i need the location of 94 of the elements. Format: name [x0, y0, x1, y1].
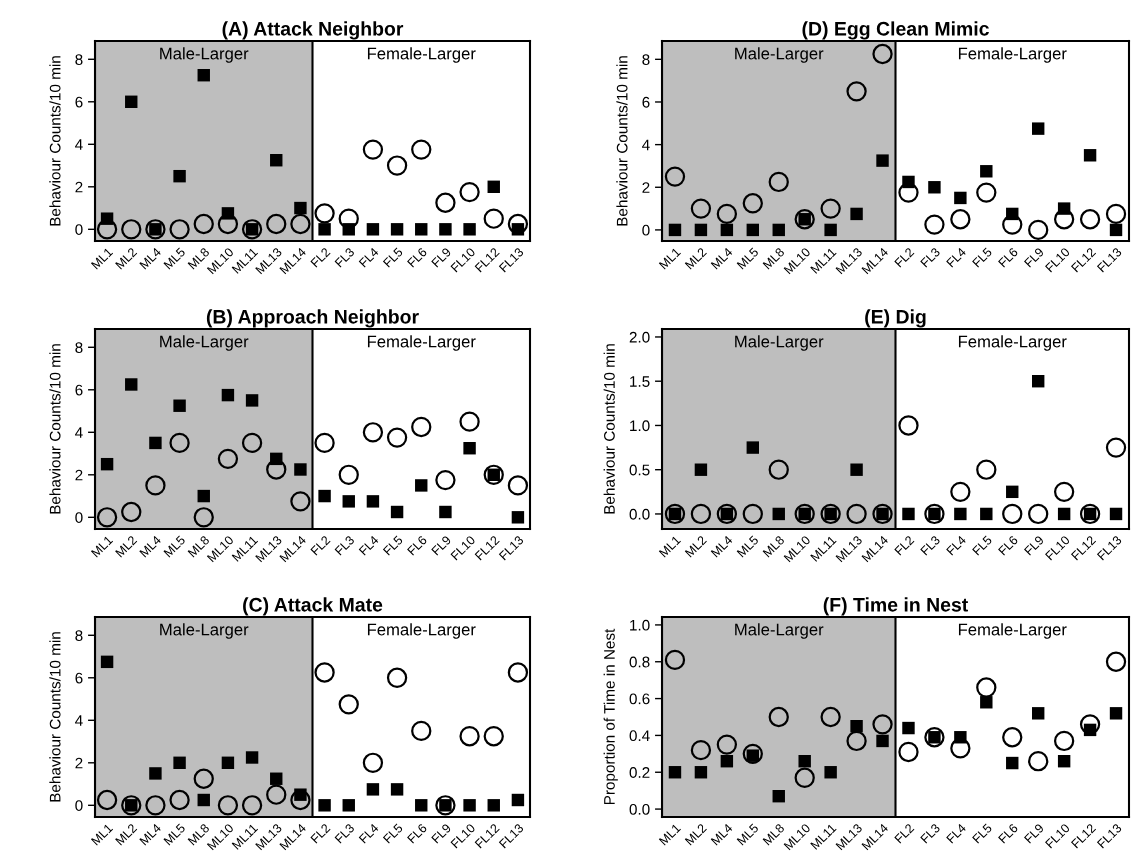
y-tick-label: 0	[75, 512, 83, 523]
y-tick-label: 0	[75, 800, 83, 811]
x-tick-label: FL5	[972, 247, 993, 268]
y-axis-title: Behaviour Counts/10 min	[49, 56, 61, 226]
x-tick-label: ML1	[658, 247, 681, 270]
y-tick-label: 2	[75, 757, 83, 769]
y-tick-label: 1.0	[630, 619, 650, 631]
y-tick-label: 0.0	[629, 803, 650, 815]
y-tick-label: 1.0	[630, 420, 650, 432]
y-axis-title: Behaviour Counts/10 min	[49, 344, 61, 514]
x-tick-label: FL3	[920, 823, 941, 844]
x-tick-label: FL3	[334, 823, 355, 844]
x-tick-label: FL6	[997, 823, 1019, 844]
y-axis-title: Behaviour Counts/10 min	[49, 632, 61, 802]
y-tick-label: 1.5	[630, 376, 650, 387]
annotation: Female-Larger	[958, 47, 1067, 63]
x-tick-label: ML1	[90, 247, 114, 270]
y-tick-label: 2.0	[629, 331, 650, 343]
band-label: Male-Larger	[160, 47, 249, 63]
y-tick-label: 0.2	[629, 767, 650, 778]
y-axis-title: Behaviour Counts/10 min	[603, 344, 615, 514]
x-tick-label: FL9	[1023, 535, 1045, 556]
y-tick-label: 0.5	[629, 464, 650, 476]
x-tick-label: FL3	[334, 535, 355, 556]
annotation: Female-Larger	[367, 47, 476, 63]
y-tick-label: 4	[75, 715, 83, 726]
x-tick-label: ML1	[90, 535, 114, 558]
x-tick-label: FL9	[1023, 247, 1045, 268]
x-tick-label: FL9	[1023, 823, 1045, 844]
annotation: Female-Larger	[367, 335, 476, 351]
x-tick-label: FL4	[358, 823, 380, 844]
x-tick-label: FL6	[997, 247, 1019, 268]
y-tick-label: 0	[75, 224, 83, 235]
y-tick-label: 4	[75, 139, 83, 150]
x-tick-label: FL3	[334, 247, 355, 268]
x-tick-label: FL5	[972, 823, 993, 844]
x-tick-label: FL6	[406, 823, 428, 844]
x-tick-label: FL4	[946, 535, 967, 556]
chart-title: (F) Time in Nest	[823, 597, 969, 616]
y-tick-label: 0.0	[629, 508, 650, 520]
y-tick-label: 0.6	[629, 693, 650, 705]
y-tick-label: 4	[75, 427, 83, 438]
y-tick-label: 6	[75, 384, 83, 396]
y-tick-label: 6	[642, 96, 650, 108]
y-tick-label: 8	[75, 342, 83, 353]
x-tick-label: FL6	[406, 535, 428, 556]
x-tick-label: FL4	[946, 247, 967, 268]
x-tick-label: FL4	[358, 247, 380, 268]
x-tick-label: FL5	[382, 823, 404, 844]
band-label: Male-Larger	[735, 47, 824, 63]
y-tick-label: 2	[642, 182, 650, 193]
y-tick-label: 0.4	[629, 730, 650, 742]
y-axis-title: Proportion of Time in Nest	[603, 628, 618, 805]
chart-title: (B) Approach Neighbor	[206, 309, 419, 328]
x-tick-label: ML1	[658, 823, 681, 846]
y-axis-title: Behaviour Counts/10 min	[616, 56, 628, 226]
chart-title: (C) Attack Mate	[243, 597, 383, 616]
y-tick-label: 6	[75, 672, 83, 684]
chart-title: (E) Dig	[865, 309, 926, 328]
y-tick-label: 0.8	[629, 656, 650, 668]
x-tick-label: FL5	[382, 247, 404, 268]
x-tick-label: FL5	[382, 535, 404, 556]
annotation: Female-Larger	[958, 623, 1067, 639]
band-label: Male-Larger	[735, 623, 824, 639]
chart-title: (A) Attack Neighbor	[222, 21, 404, 40]
x-tick-label: FL6	[997, 535, 1019, 556]
y-tick-label: 8	[75, 54, 83, 65]
x-tick-label: ML1	[90, 823, 114, 846]
y-tick-label: 2	[75, 181, 83, 193]
y-tick-label: 8	[75, 630, 83, 641]
band-label: Male-Larger	[735, 335, 824, 351]
x-tick-label: ML1	[658, 535, 681, 558]
chart-title: (D) Egg Clean Mimic	[802, 21, 989, 40]
y-tick-label: 4	[642, 139, 650, 151]
x-tick-label: FL4	[358, 535, 380, 556]
x-tick-label: FL2	[894, 247, 915, 268]
annotation: Female-Larger	[958, 335, 1067, 351]
band-label: Male-Larger	[160, 335, 249, 351]
x-tick-label: FL2	[894, 535, 915, 556]
x-tick-label: FL4	[946, 823, 967, 844]
x-tick-label: FL2	[310, 823, 331, 844]
y-tick-label: 0	[642, 224, 650, 236]
annotation: Female-Larger	[367, 623, 476, 639]
x-tick-label: FL3	[920, 247, 941, 268]
x-tick-label: FL2	[310, 535, 331, 556]
y-tick-label: 2	[75, 469, 83, 481]
x-tick-label: FL3	[920, 535, 941, 556]
x-tick-label: FL5	[972, 535, 993, 556]
x-tick-label: FL2	[894, 823, 915, 844]
band-label: Male-Larger	[160, 623, 249, 639]
x-tick-label: FL2	[310, 247, 331, 268]
y-tick-label: 8	[642, 54, 650, 66]
x-tick-label: FL6	[406, 247, 428, 268]
y-tick-label: 6	[75, 96, 83, 108]
